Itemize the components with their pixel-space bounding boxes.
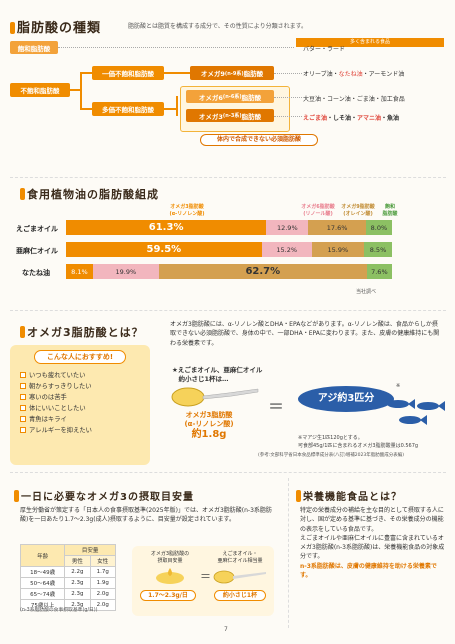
- table-header: 目安量: [64, 544, 116, 556]
- bar-segment: 8.1%: [66, 264, 93, 279]
- fish-icon: [387, 399, 445, 425]
- section4-title: 一日に必要なオメガ3の摂取目安量: [14, 485, 194, 504]
- checklist-item: 朝からすっきりしたい: [20, 381, 92, 392]
- legend-saturated: 飽和 脂肪酸: [382, 204, 398, 217]
- aji-notes: ※マアジ生1匹120gとする。 可食部45g/1匹に含まれるオメガ3脂肪酸量は0.…: [298, 435, 419, 449]
- poly-box: 多価不飽和脂肪酸: [92, 102, 164, 116]
- table-row: 75歳以上 2.3g 2.0g: [19, 599, 117, 611]
- legend-omega6: オメガ6脂肪酸 (リノール酸): [301, 204, 335, 217]
- bar-segment: 15.2%: [261, 242, 312, 257]
- table-row: 18〜49歳 2.2g 1.7g: [19, 566, 117, 578]
- bar-segment: 8.5%: [364, 242, 392, 257]
- equals-sign: ＝: [200, 570, 211, 583]
- bar-segment: 7.6%: [366, 264, 392, 279]
- title-bullet-icon: [20, 325, 25, 338]
- bar-segment: 19.9%: [92, 264, 159, 279]
- intake-table: 年齢 目安量 男性 女性 18〜49歳 2.2g 1.7g 50〜64歳 2.3g 1.9g…: [19, 544, 117, 611]
- checklist-item: 体にいいことしたい: [20, 403, 92, 414]
- title-bullet-icon: [10, 21, 15, 34]
- functional-food-description: 特定の栄養成分の補給を主な目的として摂取する人に対し、国が定める基準に基づき、そ…: [300, 507, 445, 580]
- checklist-item: アレルギーを抑えたい: [20, 425, 92, 436]
- category-label: えごまオイル: [16, 225, 58, 233]
- title-bullet-icon: [296, 489, 301, 502]
- bar-segment: 17.6%: [308, 220, 366, 235]
- table-header: 女性: [89, 555, 117, 567]
- title-bullet-icon: [14, 489, 19, 502]
- section1-desc: 脂肪酸とは脂質を構成する成分で、その性質により分類されます。: [128, 23, 308, 30]
- recommend-title: こんな人におすすめ!: [34, 350, 126, 364]
- intake-label: オメガ3脂肪酸の 摂取目安量: [150, 551, 190, 564]
- bar-segment: 59.5%: [66, 242, 262, 257]
- checklist-item: 寒いのは苦手: [20, 392, 92, 403]
- bar-row: 8.1% 19.9% 62.7% 7.6%: [66, 264, 392, 279]
- category-label: 亜麻仁オイル: [16, 247, 58, 255]
- omega6-box: オメガ6 (n-6系) 脂肪酸: [186, 90, 274, 103]
- recommend-checklist: いつも疲れていたい 朝からすっきりしたい 寒いのは苦手 体にいいことしたい 青魚…: [20, 370, 92, 436]
- food-omega3: えごま油・しそ油・アマニ油・魚油: [303, 115, 400, 122]
- checkbox-icon: [20, 394, 26, 400]
- aji-note-mark: ※: [396, 383, 401, 389]
- section1-title: 脂肪酸の種類: [10, 17, 101, 36]
- spoon-caption: ★えごまオイル、亜麻仁オイル 約小さじ1杯は…: [172, 366, 263, 384]
- food-saturated: バター・ラード: [303, 46, 346, 53]
- checkbox-icon: [20, 372, 26, 378]
- checklist-item: いつも疲れていたい: [20, 370, 92, 381]
- spoon-icon: [171, 387, 259, 407]
- table-note: (n-3系脂肪酸の食事摂取基準(g/日)): [20, 608, 98, 613]
- checklist-item: 青魚はキライ: [20, 414, 92, 425]
- table-header: 年齢: [19, 544, 66, 567]
- recommend-card: [10, 345, 150, 465]
- section3-title: オメガ3脂肪酸とは？: [20, 321, 144, 340]
- omega9-box: オメガ9 (n-9系) 脂肪酸: [190, 66, 274, 80]
- bar-segment: 8.0%: [365, 220, 392, 235]
- table-row: 50〜64歳 2.3g 1.9g: [19, 577, 117, 589]
- essential-label: 体内で合成できない必須脂肪酸: [200, 134, 318, 146]
- intake-description: 厚生労働省が策定する「日本人の食事摂取基準(2025年版)」では、オメガ3脂肪酸…: [20, 507, 272, 524]
- food-omega9: オリーブ油・なたね油・アーモンド油: [303, 71, 405, 78]
- table-header: 男性: [64, 555, 91, 567]
- aji-badge: アジ約3匹分: [298, 386, 394, 412]
- legend-omega9: オメガ9脂肪酸 (オレイン酸): [341, 204, 375, 217]
- unsaturated-box: 不飽和脂肪酸: [10, 83, 70, 97]
- saturated-box: 飽和脂肪酸: [10, 41, 58, 54]
- food-omega6: 大豆油・コーン油・ごま油・加工食品: [303, 96, 405, 103]
- aji-reference: (参考:文部科学省日本食品標準成分表(八訂)増補2023年脂肪酸成分表編): [258, 453, 404, 458]
- oil-equivalent-value: 約小さじ1杯: [214, 590, 266, 601]
- checkbox-icon: [20, 427, 26, 433]
- oil-drop-icon: [156, 568, 184, 584]
- omega3-description: オメガ3脂肪酸には、α-リノレン酸とDHA・EPAなどがあります。α-リノレン酸…: [170, 321, 440, 347]
- bar-row: 59.5% 15.2% 15.9% 8.5%: [66, 242, 392, 257]
- section5-title: 栄養機能食品とは？: [296, 485, 402, 504]
- page-number: 7: [224, 626, 228, 633]
- chart-source: 当社調べ: [356, 289, 377, 295]
- bar-row: 61.3% 12.9% 17.6% 8.0%: [66, 220, 392, 235]
- bar-segment: 12.9%: [266, 220, 309, 235]
- intake-comparison: [132, 546, 274, 616]
- equals-sign: ＝: [268, 397, 285, 416]
- bar-segment: 61.3%: [66, 220, 267, 235]
- omega3-box: オメガ3 (n-3系) 脂肪酸: [186, 109, 274, 122]
- mono-box: 一価不飽和脂肪酸: [92, 66, 164, 80]
- checkbox-icon: [20, 405, 26, 411]
- spoon-icon: [213, 570, 266, 584]
- spoon-amount: オメガ3脂肪酸 (α-リノレン酸) 約1.8g: [184, 411, 234, 440]
- intake-value: 1.7〜2.3g/日: [140, 590, 196, 601]
- foods-header: 多く含まれる食品: [296, 38, 444, 47]
- bar-segment: 15.9%: [311, 242, 365, 257]
- title-bullet-icon: [20, 187, 25, 200]
- checkbox-icon: [20, 383, 26, 389]
- oil-equivalent-label: えごまオイル・ 亜麻仁オイル相当量: [217, 551, 263, 564]
- section2-title: 食用植物油の脂肪酸組成: [20, 183, 159, 202]
- category-label: なたね油: [22, 269, 50, 277]
- legend-omega3: オメガ3脂肪酸 (α-リノレン酸): [169, 204, 205, 217]
- bar-segment: 62.7%: [158, 264, 367, 279]
- table-row: 65〜74歳 2.3g 2.0g: [19, 588, 117, 600]
- checkbox-icon: [20, 416, 26, 422]
